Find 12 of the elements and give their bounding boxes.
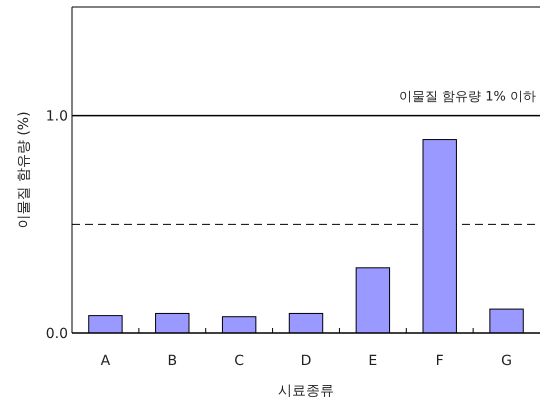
x-tick-label: E: [368, 353, 378, 369]
x-axis-title: 시료종류: [278, 383, 334, 399]
ref-line-label: 이물질 함유량 1% 이하: [398, 90, 536, 105]
x-tick-label: F: [436, 353, 444, 369]
x-tick-label: C: [234, 353, 244, 369]
y-tick-label: 1.0: [46, 108, 68, 125]
x-tick-label: A: [100, 353, 111, 369]
x-tick-label: D: [300, 353, 312, 369]
y-tick-label: 0.0: [46, 326, 68, 342]
x-tick-label: B: [167, 353, 178, 369]
x-tick-label: G: [501, 353, 512, 369]
y-axis-title: 이물질 함유량 (%): [16, 111, 32, 229]
